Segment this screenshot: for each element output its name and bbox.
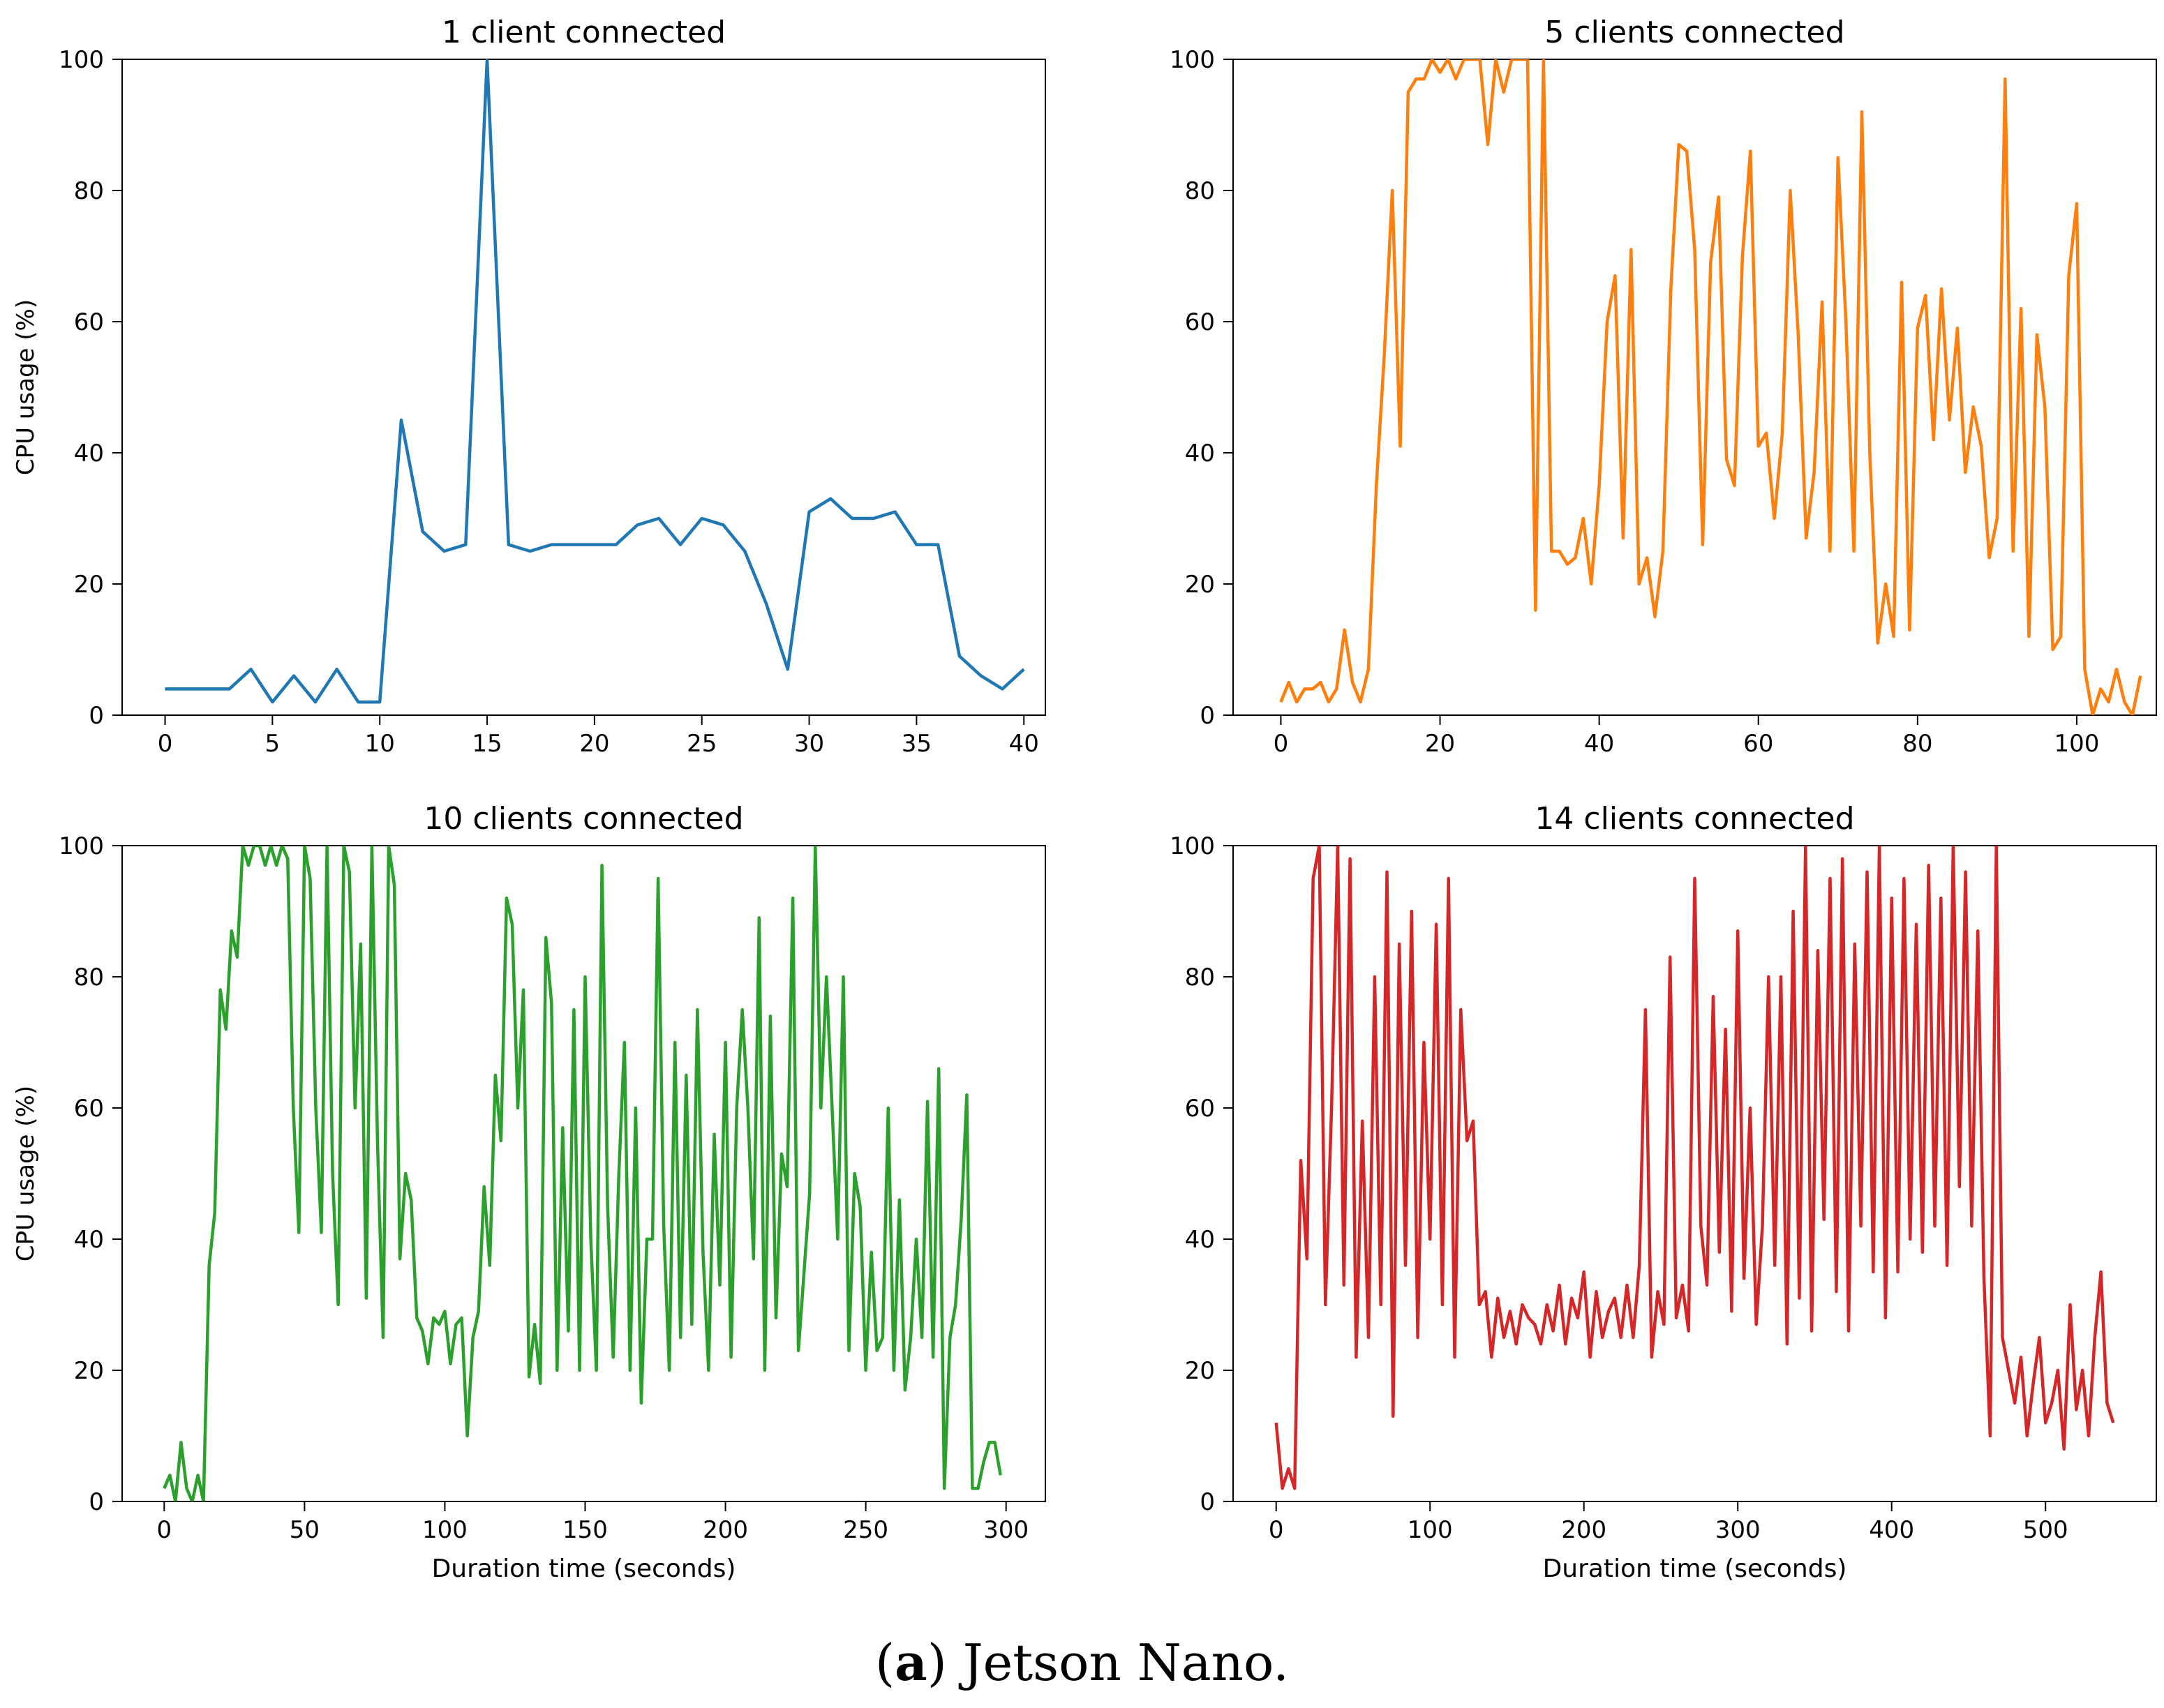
y-tick-label: 80 [74, 177, 104, 205]
x-tick-label: 40 [1584, 730, 1614, 758]
chart-5-clients: 0 20 40 60 80 100 0 20 40 60 80 100 5 clients connec… [1170, 15, 2157, 758]
y-tick-label: 0 [1200, 702, 1215, 730]
y-tick-label: 60 [74, 308, 104, 336]
y-tick-label: 20 [1185, 1357, 1215, 1385]
x-tick-label: 0 [1269, 1516, 1284, 1544]
caption-text: Jetson Nano. [962, 1633, 1289, 1692]
y-tick-label: 60 [74, 1095, 104, 1123]
series-line [163, 846, 1002, 1501]
figure-caption: (a) Jetson Nano. [875, 1633, 1289, 1692]
y-tick-label: 60 [1185, 1095, 1215, 1123]
y-tick-label: 80 [74, 964, 104, 991]
x-tick-label: 400 [1869, 1516, 1914, 1544]
x-tick-label: 10 [365, 730, 395, 758]
y-tick-label: 40 [1185, 1226, 1215, 1254]
x-tick-label: 250 [843, 1516, 888, 1544]
x-tick-label: 150 [562, 1516, 608, 1544]
x-tick-label: 25 [687, 730, 717, 758]
y-tick-label: 0 [89, 1488, 104, 1516]
y-tick-label: 100 [59, 832, 104, 860]
x-tick-label: 15 [472, 730, 502, 758]
y-tick-label: 100 [1170, 46, 1215, 74]
y-tick-label: 0 [89, 702, 104, 730]
plot-frame [121, 59, 1046, 716]
y-tick-label: 40 [74, 440, 104, 467]
y-tick-label: 60 [1185, 308, 1215, 336]
series-line [1274, 846, 2115, 1490]
x-tick-label: 20 [579, 730, 609, 758]
x-tick-label: 100 [1408, 1516, 1453, 1544]
x-tick-label: 5 [265, 730, 281, 758]
x-tick-label: 80 [1902, 730, 1932, 758]
x-tick-label: 300 [1715, 1516, 1761, 1544]
x-tick-label: 500 [2023, 1516, 2068, 1544]
chart-title: 14 clients connected [1535, 801, 1854, 837]
series-line [1279, 59, 2142, 715]
chart-title: 1 client connected [442, 15, 726, 50]
y-tick-label: 80 [1185, 177, 1215, 205]
y-tick-label: 0 [1200, 1488, 1215, 1516]
y-tick-label: 100 [59, 46, 104, 74]
y-tick-label: 20 [74, 1357, 104, 1385]
x-tick-label: 30 [794, 730, 824, 758]
x-tick-label: 50 [290, 1516, 320, 1544]
x-tick-label: 0 [156, 1516, 172, 1544]
x-tick-label: 35 [902, 730, 932, 758]
y-axis-label: CPU usage (%) [12, 1086, 40, 1261]
x-tick-label: 300 [983, 1516, 1029, 1544]
x-tick-label: 20 [1425, 730, 1455, 758]
caption-label: a [895, 1633, 927, 1692]
y-axis-label: CPU usage (%) [12, 299, 40, 475]
y-tick-label: 40 [74, 1226, 104, 1254]
y-tick-label: 20 [1185, 571, 1215, 599]
chart-title: 10 clients connected [424, 801, 743, 837]
chart-title: 5 clients connected [1544, 15, 1844, 50]
chart-14-clients: 0 100 200 300 400 500 0 20 40 60 80 100 14 clients c… [1170, 801, 2157, 1583]
y-tick-label: 20 [74, 571, 104, 599]
x-tick-label: 40 [1009, 730, 1039, 758]
y-tick-label: 80 [1185, 964, 1215, 991]
x-tick-label: 100 [422, 1516, 468, 1544]
x-axis-label: Duration time (seconds) [432, 1555, 736, 1583]
y-tick-label: 40 [1185, 440, 1215, 467]
x-tick-label: 60 [1743, 730, 1773, 758]
x-tick-label: 0 [1274, 730, 1289, 758]
chart-10-clients: 0 50 100 150 200 250 300 0 20 40 60 80 100 10 clients… [12, 801, 1046, 1583]
series-line [165, 59, 1025, 704]
x-tick-label: 0 [158, 730, 173, 758]
x-tick-label: 100 [2054, 730, 2099, 758]
x-tick-label: 200 [703, 1516, 748, 1544]
chart-1-client: 0 5 10 15 20 25 30 35 40 0 20 40 60 80 100 1 client con… [12, 15, 1046, 758]
x-axis-label: Duration time (seconds) [1543, 1555, 1847, 1583]
y-tick-label: 100 [1170, 832, 1215, 860]
x-tick-label: 200 [1561, 1516, 1606, 1544]
